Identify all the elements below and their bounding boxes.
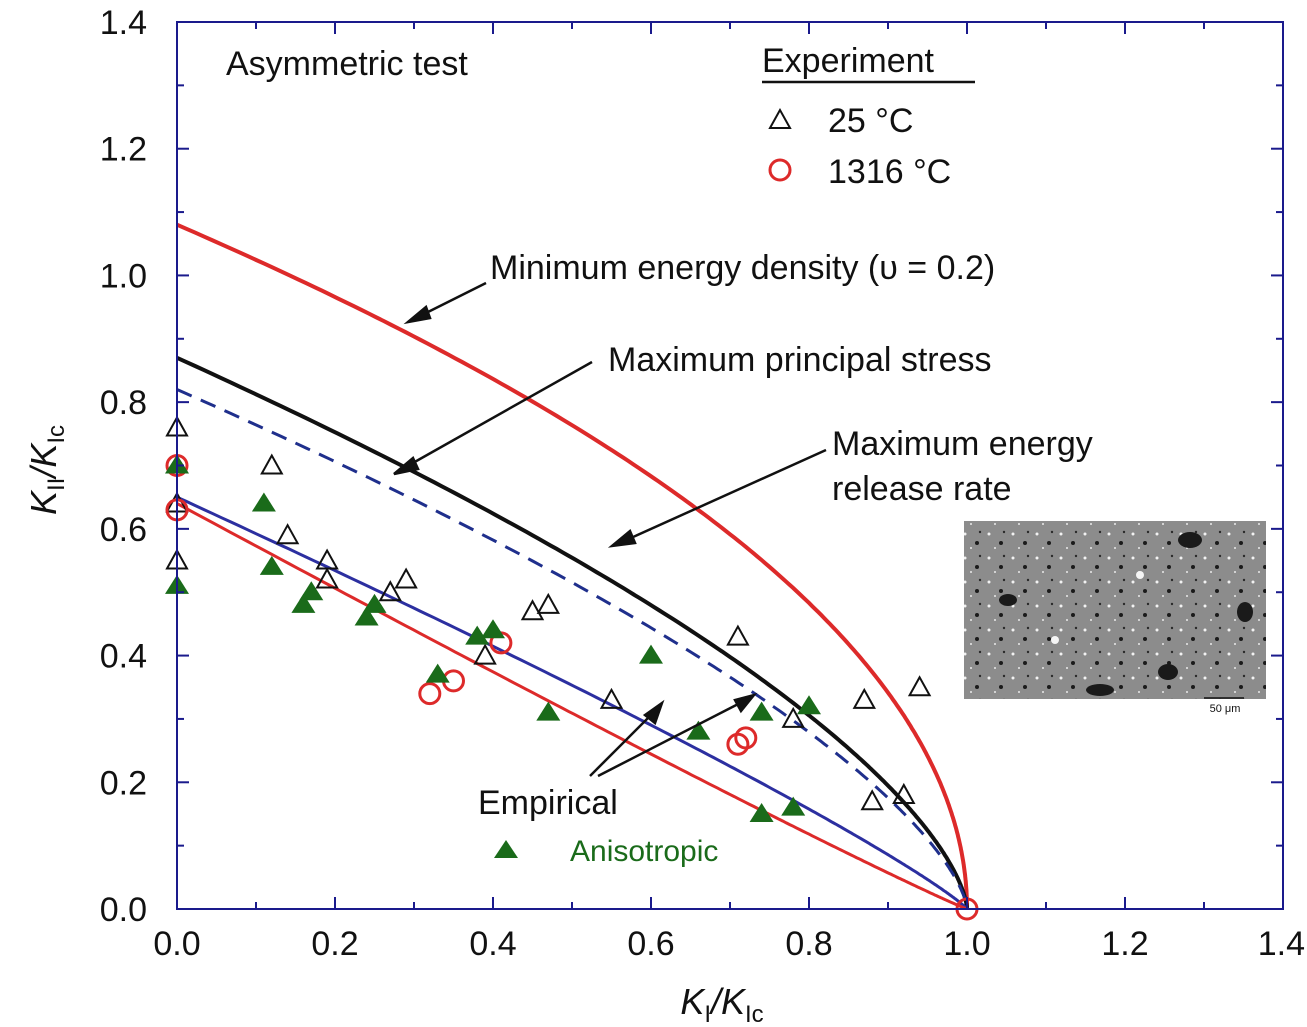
ticks-layer (176, 21, 1284, 910)
data-point (465, 625, 490, 645)
max-principal-stress-label: Maximum principal stress (608, 341, 992, 379)
annotation-arrows (393, 281, 827, 778)
x-tick-label: 1.0 (943, 925, 990, 963)
scale-bar-label: 50 μm (1210, 703, 1241, 715)
data-point (639, 644, 663, 664)
data-point (260, 453, 284, 475)
data-point (259, 555, 284, 575)
data-point (781, 796, 806, 816)
y-tick-label: 0.6 (100, 511, 147, 549)
x-tick-label: 1.2 (1101, 925, 1148, 963)
legend-label-25c: 25 °C (828, 102, 913, 140)
data-point (481, 619, 505, 639)
data-point (315, 548, 339, 570)
min-energy-density-label: Minimum energy density (υ = 0.2) (490, 249, 995, 287)
data-point (860, 789, 884, 811)
data-point (425, 663, 450, 683)
data-point (378, 580, 402, 602)
data-point (797, 695, 821, 715)
legend-markers (768, 107, 792, 182)
x-tick-label: 0.6 (627, 925, 674, 963)
y-tick-label: 1.0 (100, 257, 147, 295)
data-point (852, 687, 876, 709)
x-tick-label: 0.4 (469, 925, 516, 963)
empirical-label: Empirical (478, 784, 618, 822)
points-layer (165, 415, 979, 921)
data-point (315, 567, 339, 589)
x-tick-label: 0.8 (785, 925, 832, 963)
y-tick-label: 0.2 (100, 764, 147, 802)
data-point (251, 492, 276, 512)
y-tick-label: 0.8 (100, 384, 147, 422)
data-point (749, 701, 774, 721)
data-point (734, 726, 758, 750)
legend-label-1316c: 1316 °C (828, 153, 951, 191)
anisotropic-legend-marker (494, 840, 518, 858)
x-tick-label: 0.0 (153, 925, 200, 963)
max-energy-release-label-1: Maximum energy (832, 425, 1093, 463)
legend-marker-25c (768, 107, 792, 129)
x-tick-label: 0.2 (311, 925, 358, 963)
microstructure-inset: 50 μm (964, 521, 1266, 715)
y-axis-label: KII/KIc (23, 425, 70, 515)
data-point (907, 675, 932, 697)
data-point (520, 599, 545, 621)
data-point (418, 682, 442, 706)
data-point (291, 593, 316, 613)
tick-labels-layer: 0.0 0.2 0.4 0.6 0.8 1.0 1.2 1.4 0.0 0.2 0.4 0.6 0.8 1… (100, 4, 1305, 963)
data-point (473, 643, 497, 665)
x-tick-label: 1.4 (1258, 925, 1305, 963)
y-tick-label: 0.0 (100, 891, 147, 929)
y-tick-label: 1.4 (100, 4, 147, 42)
data-point (275, 523, 300, 545)
min-energy-density-curve (177, 222, 969, 909)
data-point (781, 706, 805, 728)
data-point (726, 624, 750, 646)
data-point (394, 567, 418, 589)
data-point (536, 592, 560, 614)
data-point (299, 581, 324, 601)
data-point (892, 782, 916, 804)
max-energy-release-label-2: release rate (832, 470, 1012, 508)
data-point (749, 802, 774, 822)
data-point (686, 720, 711, 740)
data-point (536, 701, 561, 721)
x-axis-label: KI/KIc (680, 981, 763, 1027)
data-point (354, 606, 379, 626)
legend-title: Experiment (762, 42, 935, 80)
legend-marker-1316c (768, 158, 792, 182)
data-point (362, 593, 387, 613)
curves-layer (177, 222, 969, 909)
y-tick-label: 0.4 (100, 638, 147, 676)
test-type-label: Asymmetric test (226, 45, 468, 83)
data-point (599, 687, 624, 709)
anisotropic-label: Anisotropic (570, 835, 718, 868)
max-energy-release-curve (177, 388, 969, 909)
y-tick-label: 1.2 (100, 131, 147, 169)
